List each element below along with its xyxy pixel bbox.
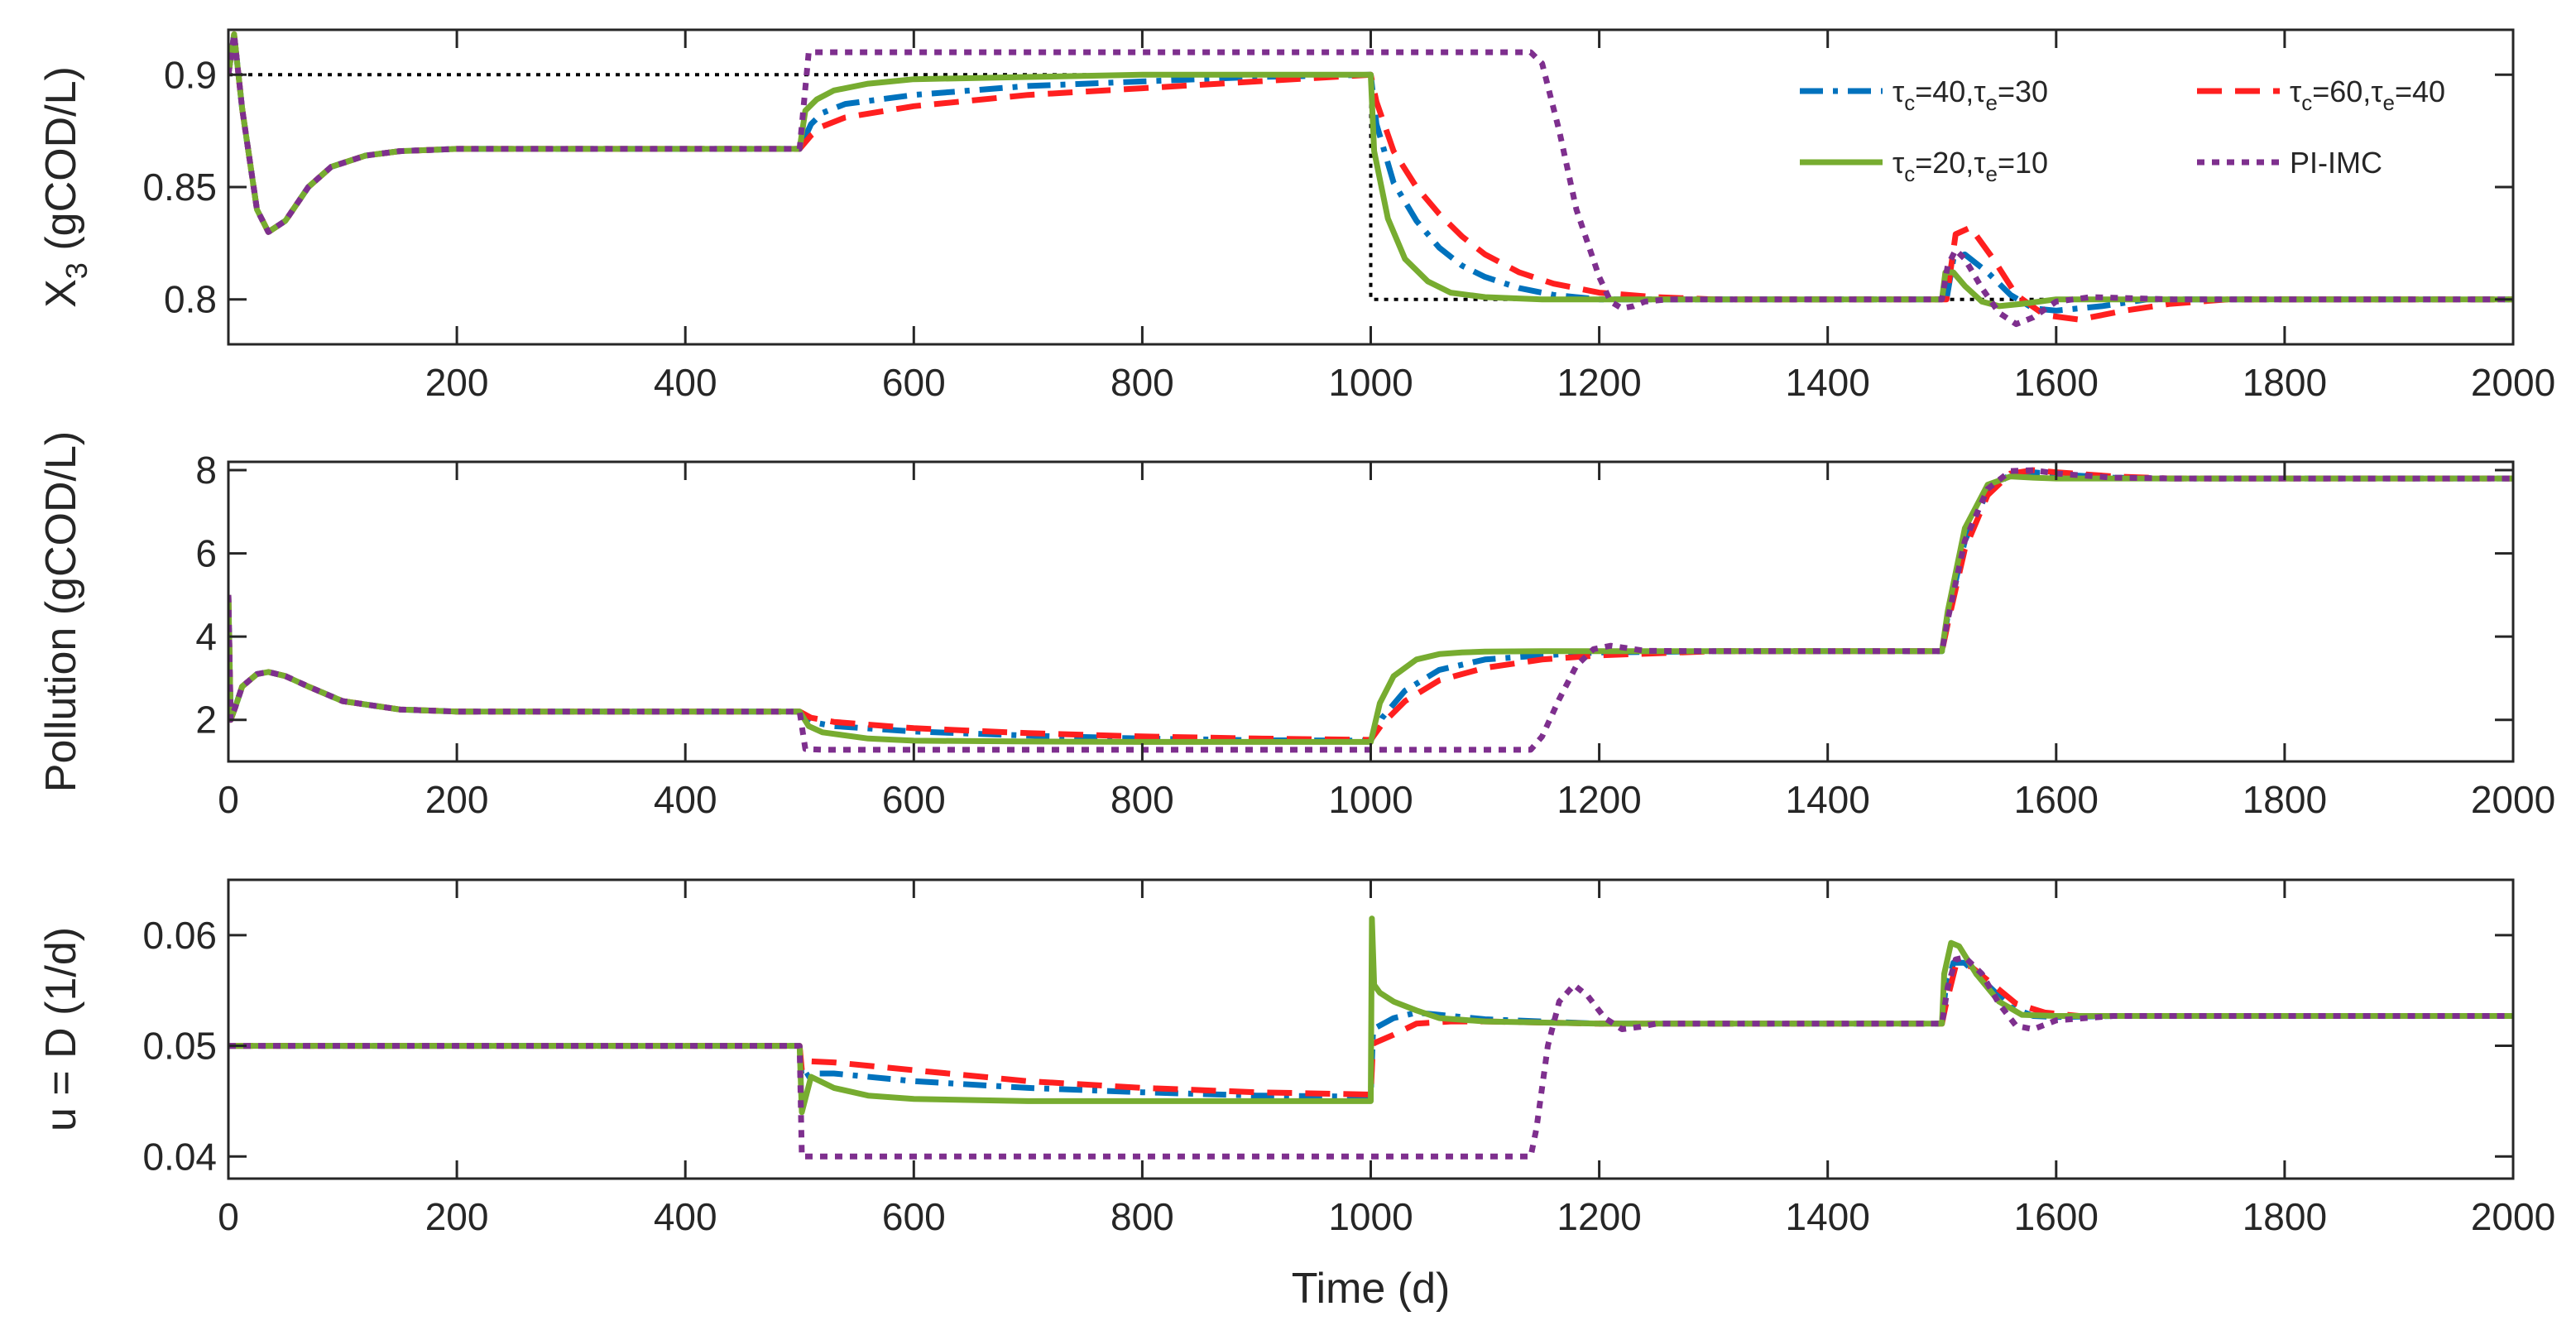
y-tick-label: 0.9 [164, 53, 217, 96]
legend-entry-label: τc=60,τe=40 [2290, 74, 2445, 115]
x-tick-label: 600 [882, 778, 946, 821]
legend: τc=40,τe=30 τc=60,τe=40 τc=20,τe=10 PI-IMC [1800, 74, 2445, 186]
plot-area [228, 462, 2513, 761]
x-tick-label: 1400 [1786, 361, 1870, 404]
panel-dilution-rate: 0 200 400 600 800 1000 1200 1400 1600 1800 2000 0.0… [37, 878, 2555, 1313]
x-tick-label: 1000 [1328, 361, 1413, 404]
x-tick-label: 0 [218, 778, 239, 821]
x-tick-label: 800 [1111, 1195, 1174, 1238]
panel-x3: 200 400 600 800 1000 1200 1400 1600 1800 2000 0.8 0… [37, 28, 2555, 404]
x-axis-label: Time (d) [1292, 1265, 1451, 1313]
x-tick-label: 1600 [2014, 778, 2099, 821]
y-tick-label: 0.05 [142, 1025, 217, 1068]
y-tick-label: 6 [195, 532, 217, 575]
x-tick-label: 200 [425, 1195, 489, 1238]
x-tick-label: 1800 [2243, 1195, 2327, 1238]
y-tick-label: 0.85 [142, 166, 217, 209]
panel-pollution: 0 200 400 600 800 1000 1200 1400 1600 1800 2000 2 4 6… [37, 431, 2555, 821]
x-tick-label: 2000 [2471, 361, 2555, 404]
y-tick-label: 0.06 [142, 914, 217, 957]
y-tick-label: 8 [195, 449, 217, 492]
series-line-tau-c-40-tau-e-30 [228, 31, 2513, 314]
x-tick-label: 1200 [1557, 1195, 1641, 1238]
series-line-pi-imc [228, 31, 2513, 328]
x-tick-label: 1800 [2243, 778, 2327, 821]
y-tick-label: 0.04 [142, 1135, 217, 1178]
series-line-tau-c-20-tau-e-10 [228, 915, 2513, 1116]
x-tick-label: 600 [882, 361, 946, 404]
x-tick-label: 1200 [1557, 361, 1641, 404]
legend-entry-label: τc=20,τe=10 [1892, 146, 2048, 186]
y-axis-label: X3 (gCOD/L) [37, 66, 94, 308]
series-group [228, 915, 2513, 1160]
x-tick-label: 1000 [1328, 778, 1413, 821]
x-tick-label: 2000 [2471, 1195, 2555, 1238]
x-tick-label: 600 [882, 1195, 946, 1238]
legend-entry-label: PI-IMC [2290, 146, 2382, 180]
x-tick-label: 1200 [1557, 778, 1641, 821]
y-axis-label: u = D (1/d) [37, 927, 85, 1131]
x-tick-label: 400 [654, 778, 717, 821]
y-tick-label: 0.8 [164, 278, 217, 321]
x-tick-label: 800 [1111, 361, 1174, 404]
series-line-pi-imc [228, 954, 2513, 1160]
x-tick-label: 800 [1111, 778, 1174, 821]
x-tick-label: 1600 [2014, 1195, 2099, 1238]
legend-entry-label: τc=40,τe=30 [1892, 74, 2048, 115]
y-tick-label: 4 [195, 615, 217, 658]
x-tick-label: 1400 [1786, 778, 1870, 821]
x-tick-label: 1600 [2014, 361, 2099, 404]
x-tick-label: 0 [218, 1195, 239, 1238]
x-tick-label: 200 [425, 361, 489, 404]
x-tick-label: 200 [425, 778, 489, 821]
series-line-tau-c-40-tau-e-30 [228, 959, 2513, 1100]
x-tick-label: 400 [654, 361, 717, 404]
x-tick-label: 1000 [1328, 1195, 1413, 1238]
y-tick-label: 2 [195, 699, 217, 742]
x-tick-label: 1400 [1786, 1195, 1870, 1238]
y-axis-label: Pollution (gCOD/L) [37, 431, 85, 792]
series-line-tau-c-60-tau-e-40 [228, 467, 2513, 743]
x-tick-label: 1800 [2243, 361, 2327, 404]
series-line-tau-c-60-tau-e-40 [228, 963, 2513, 1097]
x-tick-label: 400 [654, 1195, 717, 1238]
x-tick-label: 2000 [2471, 778, 2555, 821]
series-group [228, 31, 2513, 328]
